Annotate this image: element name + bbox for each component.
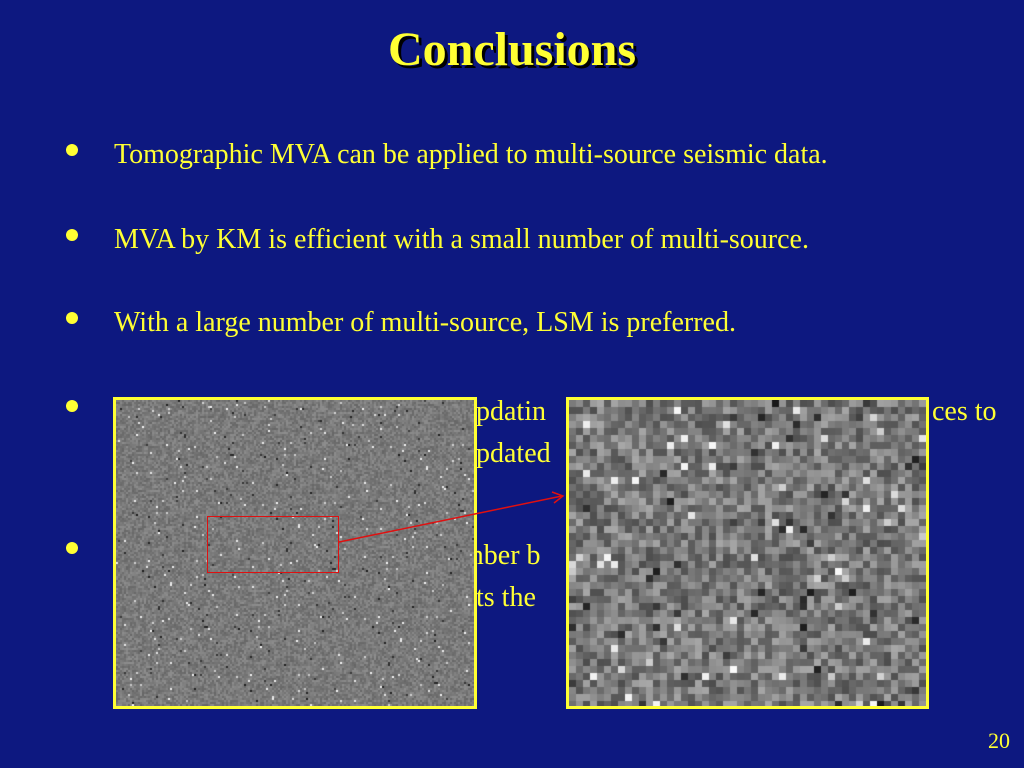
bullet-dot-icon bbox=[66, 542, 78, 554]
bullet-dot-icon bbox=[66, 229, 78, 241]
covered-text-fragment: ces to bbox=[932, 396, 997, 427]
bullet-dot-icon bbox=[66, 144, 78, 156]
seismic-image-zoom bbox=[566, 397, 929, 709]
bullet-text: With a large number of multi-source, LSM… bbox=[114, 307, 736, 338]
bullet-item: MVA by KM is efficient with a small numb… bbox=[0, 223, 1024, 267]
seismic-image-full-canvas bbox=[116, 400, 474, 706]
bullet-item: Tomographic MVA can be applied to multi-… bbox=[0, 138, 1024, 182]
slide-title: Conclusions bbox=[387, 23, 637, 76]
seismic-image-zoom-canvas bbox=[569, 400, 926, 706]
bullet-text: Tomographic MVA can be applied to multi-… bbox=[114, 139, 828, 170]
bullet-text: MVA by KM is efficient with a small numb… bbox=[114, 224, 809, 255]
bullet-dot-icon bbox=[66, 312, 78, 324]
bullet-dot-icon bbox=[66, 400, 78, 412]
zoom-region-box bbox=[207, 516, 339, 573]
bullet-item: With a large number of multi-source, LSM… bbox=[0, 306, 1024, 350]
seismic-image-full bbox=[113, 397, 477, 709]
page-number: 20 bbox=[988, 728, 1010, 753]
